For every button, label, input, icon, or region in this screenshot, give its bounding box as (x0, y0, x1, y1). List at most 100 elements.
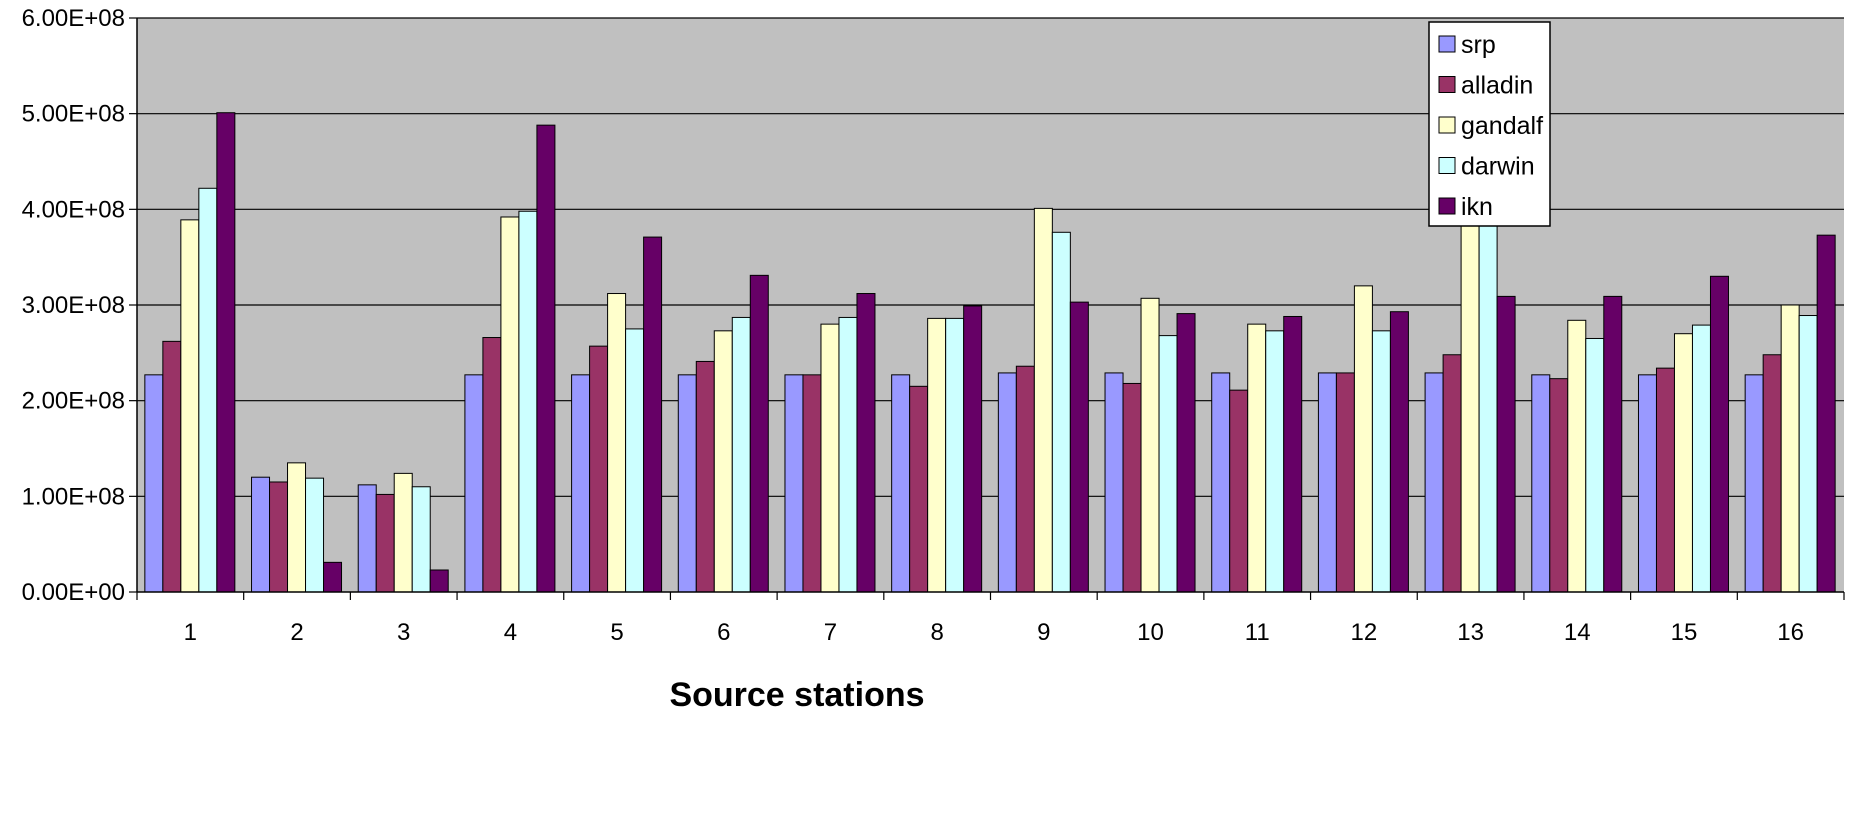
bar-srp-1 (144, 374, 164, 593)
bar-ikn-14 (1603, 295, 1623, 593)
bar-ikn-13 (1496, 295, 1516, 593)
bar-srp-5 (571, 374, 591, 593)
legend-label-gandalf: gandalf (1461, 112, 1543, 140)
y-tick-label: 6.00E+08 (22, 5, 125, 32)
bar-alladin-4 (482, 337, 502, 593)
bar-darwin-12 (1371, 330, 1391, 593)
x-tick-label: 13 (1457, 619, 1484, 646)
bar-alladin-11 (1229, 389, 1249, 593)
x-tick-label: 16 (1777, 619, 1804, 646)
bar-gandalf-9 (1033, 207, 1053, 593)
y-tick-label: 3.00E+08 (22, 292, 125, 319)
bar-ikn-8 (963, 305, 983, 593)
bar-darwin-15 (1691, 324, 1711, 593)
x-tick-label: 15 (1671, 619, 1698, 646)
y-tick-label: 4.00E+08 (22, 196, 125, 223)
x-tick-label: 11 (1245, 619, 1270, 646)
bar-darwin-16 (1798, 315, 1818, 593)
bar-ikn-15 (1709, 275, 1729, 593)
bar-srp-9 (997, 372, 1017, 593)
legend-swatch-alladin (1438, 76, 1456, 93)
bar-darwin-6 (731, 316, 751, 593)
bar-gandalf-14 (1567, 319, 1587, 593)
legend-label-srp: srp (1461, 31, 1496, 59)
bar-ikn-9 (1069, 301, 1089, 593)
bar-darwin-2 (305, 477, 325, 593)
x-tick-label: 6 (717, 619, 730, 646)
bar-ikn-12 (1389, 311, 1409, 593)
bar-srp-8 (891, 374, 911, 593)
x-tick-label: 10 (1137, 619, 1164, 646)
x-tick-label: 2 (290, 619, 303, 646)
bar-srp-2 (251, 476, 271, 593)
bar-ikn-1 (216, 112, 236, 593)
bar-gandalf-12 (1353, 285, 1373, 593)
bar-alladin-10 (1122, 382, 1142, 593)
bar-alladin-9 (1015, 365, 1035, 593)
legend-swatch-ikn (1438, 197, 1456, 215)
bar-gandalf-5 (607, 293, 627, 593)
x-tick-label: 8 (930, 619, 943, 646)
bar-darwin-3 (411, 486, 431, 593)
bar-srp-4 (464, 374, 484, 593)
bar-darwin-14 (1585, 337, 1605, 593)
bar-srp-7 (784, 374, 804, 593)
bar-ikn-10 (1176, 313, 1196, 593)
bar-darwin-7 (838, 316, 858, 593)
bar-alladin-7 (802, 374, 822, 593)
bar-darwin-4 (518, 210, 538, 593)
legend-label-ikn: ikn (1461, 193, 1493, 221)
bar-alladin-1 (162, 340, 182, 593)
bar-gandalf-10 (1140, 297, 1160, 593)
bar-gandalf-3 (393, 472, 413, 593)
bar-ikn-11 (1283, 315, 1303, 593)
bar-srp-16 (1744, 374, 1764, 593)
legend-swatch-srp (1438, 35, 1456, 53)
bar-srp-12 (1317, 372, 1337, 593)
bar-gandalf-2 (287, 462, 307, 593)
bar-alladin-14 (1549, 378, 1569, 593)
bar-darwin-13 (1478, 216, 1498, 593)
bar-gandalf-15 (1673, 333, 1693, 593)
x-axis-title: Source stations (669, 676, 924, 714)
bar-darwin-11 (1265, 330, 1285, 593)
bar-ikn-5 (643, 236, 663, 593)
bar-alladin-16 (1762, 354, 1782, 593)
bar-alladin-13 (1442, 354, 1462, 593)
bar-gandalf-4 (500, 216, 520, 593)
y-tick-label: 2.00E+08 (22, 388, 125, 415)
bar-srp-10 (1104, 372, 1124, 593)
bar-gandalf-13 (1460, 196, 1480, 593)
x-tick-label: 9 (1037, 619, 1050, 646)
bar-gandalf-16 (1780, 304, 1800, 593)
bar-gandalf-8 (927, 317, 947, 593)
bar-ikn-16 (1816, 234, 1836, 593)
legend: srp alladin gandalf darwin ikn (1428, 21, 1551, 227)
bar-alladin-8 (909, 385, 929, 593)
bar-darwin-9 (1051, 231, 1071, 593)
bar-alladin-3 (375, 493, 395, 593)
x-tick-label: 1 (184, 619, 197, 646)
bar-gandalf-11 (1247, 323, 1267, 593)
y-tick-label: 1.00E+08 (22, 483, 125, 510)
legend-swatch-gandalf (1438, 116, 1456, 134)
bar-darwin-5 (625, 328, 645, 593)
bar-srp-13 (1424, 372, 1444, 593)
bar-gandalf-1 (180, 219, 200, 593)
bar-srp-14 (1531, 374, 1551, 593)
legend-label-darwin: darwin (1461, 153, 1535, 181)
bar-srp-6 (677, 374, 697, 593)
bar-darwin-8 (945, 317, 965, 593)
bar-gandalf-6 (713, 330, 733, 593)
bar-ikn-6 (749, 274, 769, 593)
x-tick-label: 12 (1351, 619, 1378, 646)
bar-ikn-3 (429, 569, 449, 593)
x-tick-label: 14 (1564, 619, 1591, 646)
y-tick-label: 0.00E+00 (22, 579, 125, 606)
bar-gandalf-7 (820, 323, 840, 593)
bar-srp-3 (357, 484, 377, 593)
legend-label-alladin: alladin (1461, 72, 1533, 100)
bar-alladin-5 (589, 345, 609, 593)
bar-srp-15 (1637, 374, 1657, 593)
